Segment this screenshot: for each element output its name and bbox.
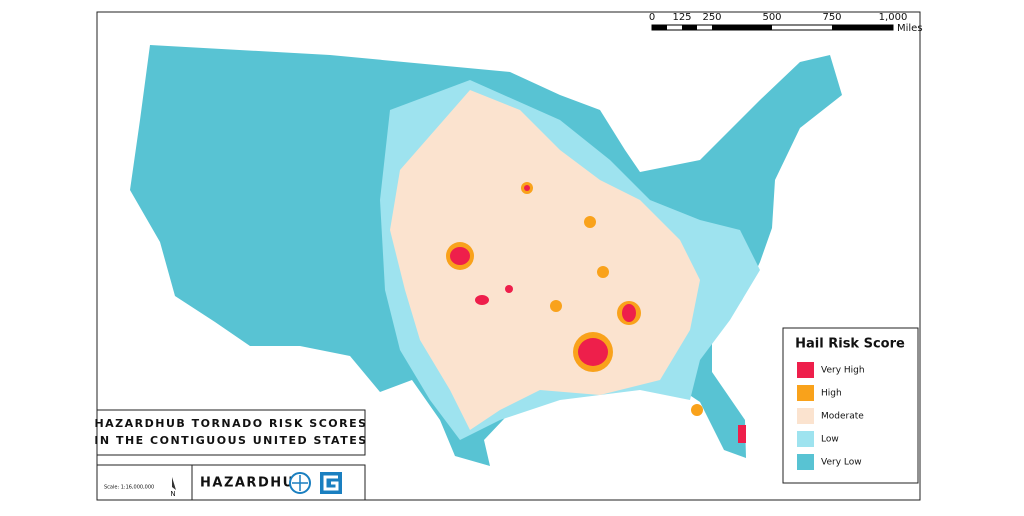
legend-swatch (797, 362, 814, 378)
us-map (130, 45, 842, 466)
region-very-high (450, 185, 746, 443)
scale-label: 750 (822, 12, 841, 23)
title-line: HAZARDHUB TORNADO RISK SCORES (94, 417, 367, 430)
footer-box: Scale: 1:16,000,000 N HAZARDHUB (96, 464, 366, 501)
legend-swatch (797, 431, 814, 447)
map-scale: Scale: 1:16,000,000 (104, 485, 154, 491)
scale-label: 250 (702, 12, 721, 23)
title-line: IN THE CONTIGUOUS UNITED STATES (94, 434, 367, 447)
legend-swatch (797, 454, 814, 470)
region-moderate (390, 90, 700, 430)
scale-unit: Miles (897, 23, 923, 34)
title-box: HAZARDHUB TORNADO RISK SCORES IN THE CON… (94, 409, 367, 456)
north-arrow: N (170, 490, 175, 498)
legend-label: Very Low (821, 458, 862, 468)
legend-label: Moderate (821, 412, 864, 422)
brand: HAZARDHUB (200, 476, 306, 491)
scale-label: 500 (762, 12, 781, 23)
legend-label: Very High (821, 366, 865, 376)
legend-label: High (821, 389, 842, 399)
scale-label: 125 (672, 12, 691, 23)
scale-label: 0 (649, 12, 655, 23)
legend-swatch (797, 408, 814, 424)
legend-title: Hail Risk Score (795, 337, 905, 352)
scale-bar: 0 125 250 500 750 1,000 Miles (649, 12, 923, 34)
legend-swatch (797, 385, 814, 401)
scale-label: 1,000 (879, 12, 908, 23)
legend: Hail Risk Score Very High High Moderate Low… (782, 327, 919, 484)
legend-label: Low (821, 435, 839, 445)
